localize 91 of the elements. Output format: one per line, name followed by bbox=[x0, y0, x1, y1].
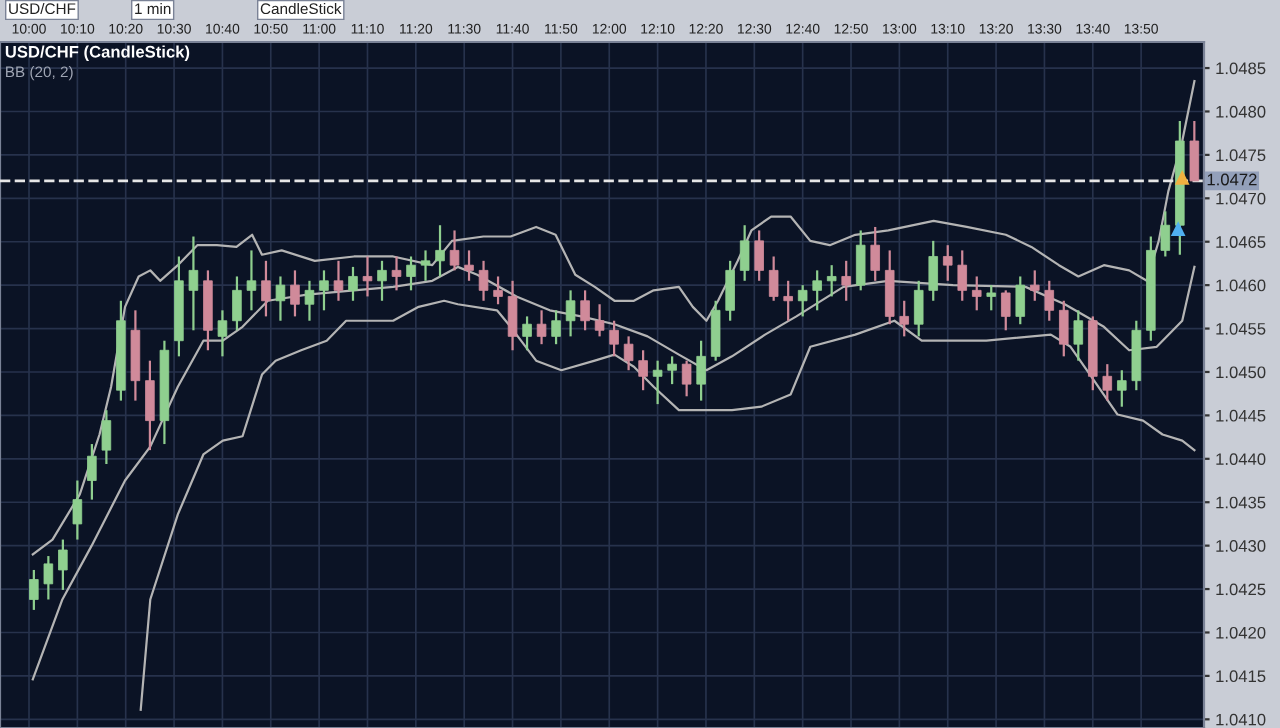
candlestick bbox=[1102, 363, 1113, 402]
candlestick bbox=[841, 259, 851, 302]
candlestick bbox=[884, 249, 895, 326]
y-tick-label: 1.0450 bbox=[1216, 366, 1266, 379]
candlestick bbox=[406, 255, 416, 292]
candlestick bbox=[855, 229, 866, 292]
candlestick bbox=[464, 249, 474, 282]
candlestick bbox=[72, 479, 83, 541]
candlestick bbox=[217, 309, 228, 358]
candlestick bbox=[319, 269, 329, 312]
candlestick bbox=[101, 409, 112, 466]
chart-title: USD/CHF (CandleStick) bbox=[5, 45, 190, 61]
candlestick bbox=[551, 309, 561, 346]
candlestick bbox=[536, 309, 547, 346]
candlestick bbox=[812, 269, 822, 312]
y-tick-label: 1.0445 bbox=[1216, 409, 1266, 422]
y-tick-label: 1.0440 bbox=[1216, 453, 1266, 466]
candlestick bbox=[696, 339, 706, 402]
candlestick bbox=[754, 229, 764, 282]
candlestick bbox=[638, 349, 648, 392]
candlestick bbox=[362, 255, 373, 298]
candlestick bbox=[420, 249, 431, 282]
candlestick bbox=[681, 359, 692, 398]
y-tick-label: 1.0485 bbox=[1216, 62, 1266, 75]
candlestick bbox=[652, 359, 663, 406]
candlestick bbox=[870, 225, 880, 282]
candlestick bbox=[783, 279, 793, 322]
candlestick bbox=[1059, 299, 1069, 358]
candlestick bbox=[1189, 119, 1200, 183]
candlestick bbox=[87, 442, 97, 501]
candlestick bbox=[797, 284, 808, 318]
candlestick bbox=[1160, 210, 1171, 258]
candlestick bbox=[710, 299, 721, 362]
candlestick bbox=[1073, 309, 1084, 362]
candlestick bbox=[304, 279, 315, 322]
candlestick bbox=[565, 289, 576, 338]
y-tick-label: 1.0425 bbox=[1216, 583, 1266, 596]
candlestick bbox=[348, 265, 358, 302]
candlestick bbox=[739, 224, 750, 282]
y-tick-label: 1.0475 bbox=[1216, 149, 1266, 162]
candlestick bbox=[1044, 279, 1055, 322]
ref-line-label: 1.0472 bbox=[1207, 173, 1257, 186]
candlestick bbox=[333, 259, 344, 302]
y-tick-label: 1.0465 bbox=[1216, 236, 1266, 248]
candlestick bbox=[246, 249, 257, 312]
candlestick bbox=[507, 279, 518, 352]
candlestick bbox=[449, 229, 460, 272]
y-tick-label: 1.0410 bbox=[1216, 713, 1266, 726]
candlestick bbox=[913, 279, 924, 338]
candlestick bbox=[58, 538, 68, 592]
candlestick bbox=[522, 315, 532, 352]
y-tick-label: 1.0480 bbox=[1216, 105, 1266, 118]
candlestick bbox=[928, 239, 938, 302]
y-tick-label: 1.0420 bbox=[1216, 626, 1266, 639]
candlestick bbox=[623, 335, 634, 372]
candlestick bbox=[145, 359, 155, 452]
y-tick-label: 1.0460 bbox=[1216, 279, 1266, 292]
candlestick bbox=[478, 259, 489, 302]
y-tick-label: 1.0455 bbox=[1216, 322, 1266, 335]
y-tick-label: 1.0430 bbox=[1216, 540, 1266, 552]
candlestick bbox=[971, 275, 982, 312]
candlestick bbox=[826, 264, 837, 298]
candlestick bbox=[1000, 289, 1011, 332]
candlestick bbox=[725, 259, 735, 322]
candlestick bbox=[942, 244, 953, 282]
candlestick bbox=[1030, 269, 1040, 302]
candlestick bbox=[594, 303, 605, 338]
candlestick bbox=[275, 275, 286, 322]
candlestick bbox=[609, 319, 619, 358]
candlestick bbox=[1015, 275, 1026, 326]
candlestick bbox=[261, 259, 271, 318]
candlestick bbox=[290, 269, 300, 318]
candlestick bbox=[899, 299, 909, 338]
candlestick bbox=[768, 255, 779, 302]
candlestick bbox=[43, 554, 54, 601]
y-tick-label: 1.0415 bbox=[1216, 670, 1266, 683]
line-series bbox=[31, 79, 1196, 556]
candlestick bbox=[232, 275, 242, 332]
candlestick bbox=[188, 235, 199, 332]
candlestick bbox=[580, 289, 590, 332]
y-tick-label: 1.0470 bbox=[1216, 192, 1266, 205]
candlestick bbox=[435, 224, 445, 278]
candlestick bbox=[986, 284, 997, 312]
candlestick bbox=[391, 255, 402, 292]
candlestick bbox=[377, 259, 387, 302]
candlestick bbox=[667, 355, 677, 386]
candlestick bbox=[957, 249, 968, 302]
candlestick bbox=[1117, 369, 1127, 408]
candlestick bbox=[29, 568, 39, 612]
y-tick-label: 1.0435 bbox=[1216, 496, 1266, 509]
candlestick bbox=[493, 275, 503, 306]
